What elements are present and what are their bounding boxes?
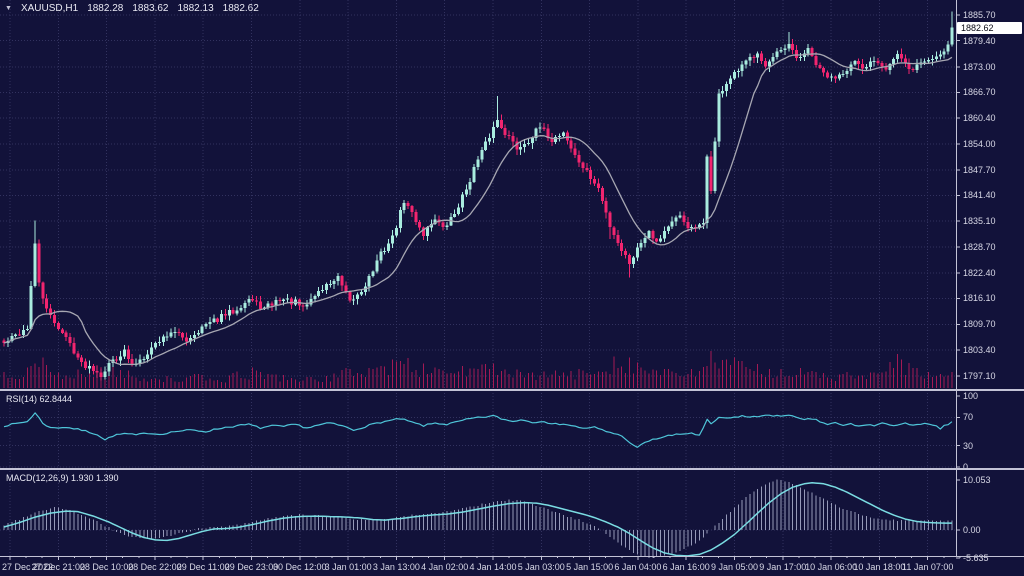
rsi-tick-label: 100 — [963, 391, 979, 401]
price-tick-label: 1841.40 — [963, 190, 996, 201]
time-axis[interactable]: 27 Dec 2022 27 Dec 21:00 28 Dec 10:00 28 De… — [0, 556, 1024, 576]
rsi-panel[interactable]: RSI(14) 62.8444 — [0, 392, 956, 468]
panel-separator[interactable] — [0, 389, 1024, 391]
ohlc-open: 1882.28 — [87, 3, 124, 14]
time-tick-label: 10 Jan 06:00 — [805, 562, 858, 572]
time-tick-label: 9 Jan 05:00 — [710, 562, 759, 572]
main-chart-panel[interactable] — [0, 0, 956, 389]
symbol-timeframe-label: XAUUSD,H1 — [20, 3, 79, 14]
rsi-tick-label: 70 — [963, 412, 974, 423]
time-tick-label: 5 Jan 03:00 — [517, 562, 565, 572]
time-tick-label: 6 Jan 04:00 — [614, 562, 662, 572]
ohlc-close: 1882.62 — [222, 3, 259, 14]
panel-separator[interactable] — [0, 468, 1024, 470]
ohlc-low: 1882.13 — [177, 3, 214, 14]
time-tick-label: 27 Dec 2022 — [2, 562, 54, 572]
time-tick-label: 4 Jan 14:00 — [469, 562, 517, 572]
symbol-dropdown-icon[interactable]: ▼ — [5, 5, 12, 12]
price-tick-label: 1885.70 — [963, 10, 996, 21]
price-tick-label: 1828.70 — [963, 242, 996, 253]
macd-tick-label: 10.053 — [963, 475, 991, 485]
time-tick-label: 10 Jan 18:00 — [853, 562, 906, 572]
price-tick-label: 1797.10 — [963, 370, 996, 381]
price-tick-label: 1854.00 — [963, 139, 996, 150]
time-tick-label: 5 Jan 15:00 — [566, 562, 614, 572]
time-tick-label: 4 Jan 02:00 — [421, 562, 469, 572]
price-axis-border — [956, 0, 957, 556]
macd-panel[interactable]: MACD(12,26,9) 1.930 1.390 — [0, 470, 956, 556]
macd-label: MACD(12,26,9) 1.930 1.390 — [6, 473, 119, 483]
rsi-tick-label: 30 — [963, 440, 974, 451]
time-tick-label: 28 Dec 22:00 — [128, 562, 182, 572]
current-price-tag: 1882.62 — [957, 21, 1022, 34]
time-tick-label: 3 Jan 01:00 — [324, 562, 372, 572]
price-axis[interactable]: 1885.70 1879.40 1873.00 1866.70 1860.40 1854.… — [956, 0, 1024, 563]
rsi-label: RSI(14) 62.8444 — [6, 394, 73, 404]
price-tick-label: 1847.70 — [963, 164, 996, 175]
time-axis-border — [0, 556, 1024, 557]
price-tick-label: 1866.70 — [963, 87, 996, 98]
macd-tick-label: 0.00 — [963, 525, 981, 535]
price-tick-label: 1873.00 — [963, 61, 996, 72]
time-tick-label: 28 Dec 10:00 — [79, 562, 134, 572]
price-tick-label: 1860.40 — [963, 113, 996, 124]
chart-header: ▼ XAUUSD,H1 1882.28 1883.62 1882.13 1882… — [5, 3, 259, 14]
price-tick-label: 1835.10 — [963, 216, 996, 227]
price-tick-label: 1809.70 — [963, 319, 996, 330]
time-tick-label: 6 Jan 16:00 — [662, 562, 710, 572]
time-tick-label: 27 Dec 21:00 — [31, 562, 86, 572]
price-tick-label: 1822.40 — [963, 267, 996, 278]
price-tick-label: 1803.40 — [963, 345, 996, 356]
time-tick-label: 29 Dec 11:00 — [176, 562, 230, 572]
time-tick-label: 30 Dec 12:00 — [273, 562, 327, 572]
time-tick-label: 11 Jan 07:00 — [901, 562, 954, 572]
price-tick-label: 1879.40 — [963, 35, 996, 46]
time-tick-label: 9 Jan 17:00 — [759, 562, 807, 572]
time-tick-label: 29 Dec 23:00 — [224, 562, 279, 572]
price-tick-label: 1816.10 — [963, 293, 996, 304]
macd-tick-label: -5.635 — [963, 553, 989, 564]
time-tick-label: 3 Jan 13:00 — [372, 562, 420, 572]
rsi-tick-label: 0 — [963, 462, 969, 472]
ohlc-high: 1883.62 — [132, 3, 169, 14]
